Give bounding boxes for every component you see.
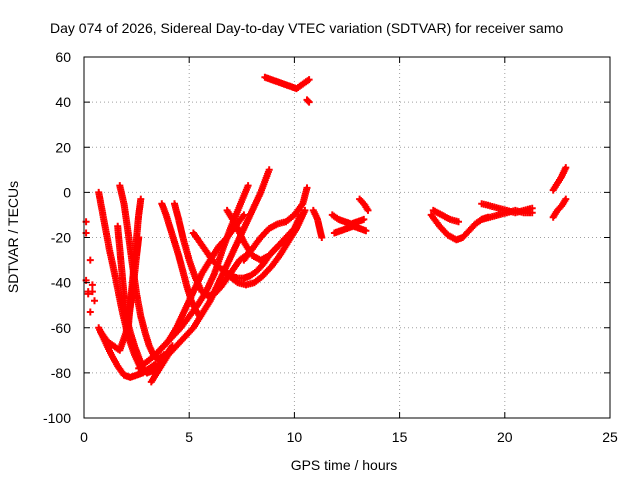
series-sat-n bbox=[225, 206, 309, 289]
x-tick-label: 15 bbox=[392, 429, 408, 445]
data-point bbox=[86, 256, 94, 264]
series-sat-f bbox=[124, 195, 145, 332]
series-sat-ab bbox=[82, 218, 98, 316]
data-point bbox=[455, 218, 462, 226]
series-sat-y bbox=[478, 206, 536, 223]
series-sat-v bbox=[427, 211, 492, 244]
x-tick-label: 25 bbox=[602, 429, 618, 445]
series-sat-d bbox=[114, 222, 159, 377]
data-point bbox=[305, 98, 313, 106]
y-tick-label: -40 bbox=[51, 275, 71, 291]
y-tick-label: 40 bbox=[55, 94, 71, 110]
data-point bbox=[91, 297, 98, 305]
series-sat-q bbox=[303, 96, 313, 106]
data-point bbox=[301, 206, 309, 214]
data-point bbox=[362, 227, 370, 235]
data-point bbox=[364, 206, 372, 214]
y-tick-label: 60 bbox=[55, 49, 71, 65]
data-point bbox=[152, 360, 159, 368]
data-point bbox=[562, 195, 570, 203]
data-point bbox=[562, 164, 570, 172]
data-point bbox=[88, 288, 96, 296]
series-sat-r bbox=[309, 206, 326, 241]
series-sat-t bbox=[330, 222, 370, 237]
data-point bbox=[265, 166, 273, 174]
data-points bbox=[82, 73, 570, 386]
series-sat-aa bbox=[549, 195, 570, 221]
series-sat-u bbox=[356, 195, 372, 214]
data-point bbox=[84, 290, 92, 298]
data-point bbox=[303, 184, 311, 192]
y-tick-label: -60 bbox=[51, 320, 71, 336]
series-sat-o bbox=[240, 184, 311, 264]
series-sat-z bbox=[549, 164, 570, 194]
x-tick-label: 5 bbox=[185, 429, 193, 445]
grid bbox=[84, 57, 610, 418]
data-point bbox=[86, 308, 94, 316]
x-tick-label: 20 bbox=[497, 429, 513, 445]
data-point bbox=[240, 211, 248, 219]
y-tick-label: 20 bbox=[55, 139, 71, 155]
data-point bbox=[528, 209, 536, 217]
x-axis-label: GPS time / hours bbox=[291, 457, 398, 473]
data-point bbox=[137, 195, 145, 203]
y-tick-label: -20 bbox=[51, 230, 71, 246]
series-sat-p bbox=[261, 73, 313, 93]
y-tick-label: -80 bbox=[51, 365, 71, 381]
series-sat-w bbox=[429, 206, 462, 226]
data-point bbox=[305, 76, 313, 84]
y-tick-label: -100 bbox=[43, 410, 71, 426]
data-point bbox=[360, 215, 368, 223]
series-sat-j bbox=[158, 200, 204, 320]
chart-title: Day 074 of 2026, Sidereal Day-to-day VTE… bbox=[50, 20, 563, 36]
axis-ticks: 0 5 10 15 20 25 -100 -80 -60 -40 -20 0 20 40 60 bbox=[43, 49, 618, 445]
y-axis-label: SDTVAR / TECUs bbox=[5, 181, 21, 293]
data-point bbox=[318, 234, 326, 241]
data-point bbox=[88, 281, 96, 289]
data-point bbox=[196, 313, 204, 320]
x-tick-label: 10 bbox=[287, 429, 303, 445]
y-tick-label: 0 bbox=[63, 184, 71, 200]
data-point bbox=[244, 182, 252, 190]
x-tick-label: 0 bbox=[80, 429, 88, 445]
